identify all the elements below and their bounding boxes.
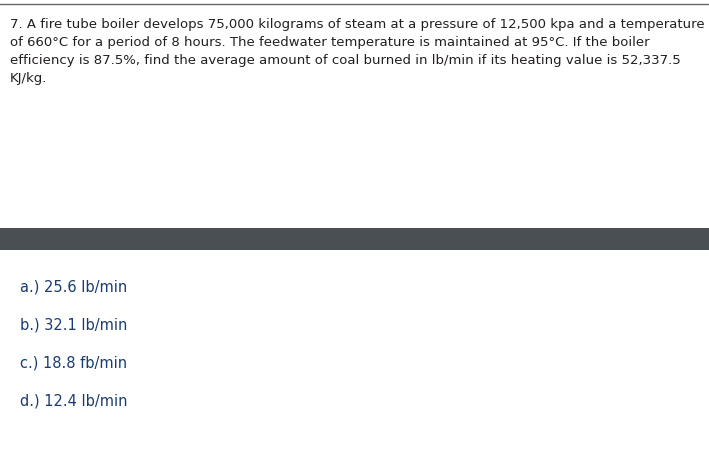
Text: b.) 32.1 lb/min: b.) 32.1 lb/min <box>20 318 128 333</box>
Bar <box>0 228 709 250</box>
Text: efficiency is 87.5%, find the average amount of coal burned in lb/min if its hea: efficiency is 87.5%, find the average am… <box>10 54 681 67</box>
Text: a.) 25.6 lb/min: a.) 25.6 lb/min <box>20 280 127 295</box>
Text: of 660°C for a period of 8 hours. The feedwater temperature is maintained at 95°: of 660°C for a period of 8 hours. The fe… <box>10 36 649 49</box>
Text: 7. A fire tube boiler develops 75,000 kilograms of steam at a pressure of 12,500: 7. A fire tube boiler develops 75,000 ki… <box>10 18 705 31</box>
Text: d.) 12.4 lb/min: d.) 12.4 lb/min <box>20 394 128 409</box>
Text: c.) 18.8 fb/min: c.) 18.8 fb/min <box>20 356 127 371</box>
Text: KJ/kg.: KJ/kg. <box>10 72 48 85</box>
